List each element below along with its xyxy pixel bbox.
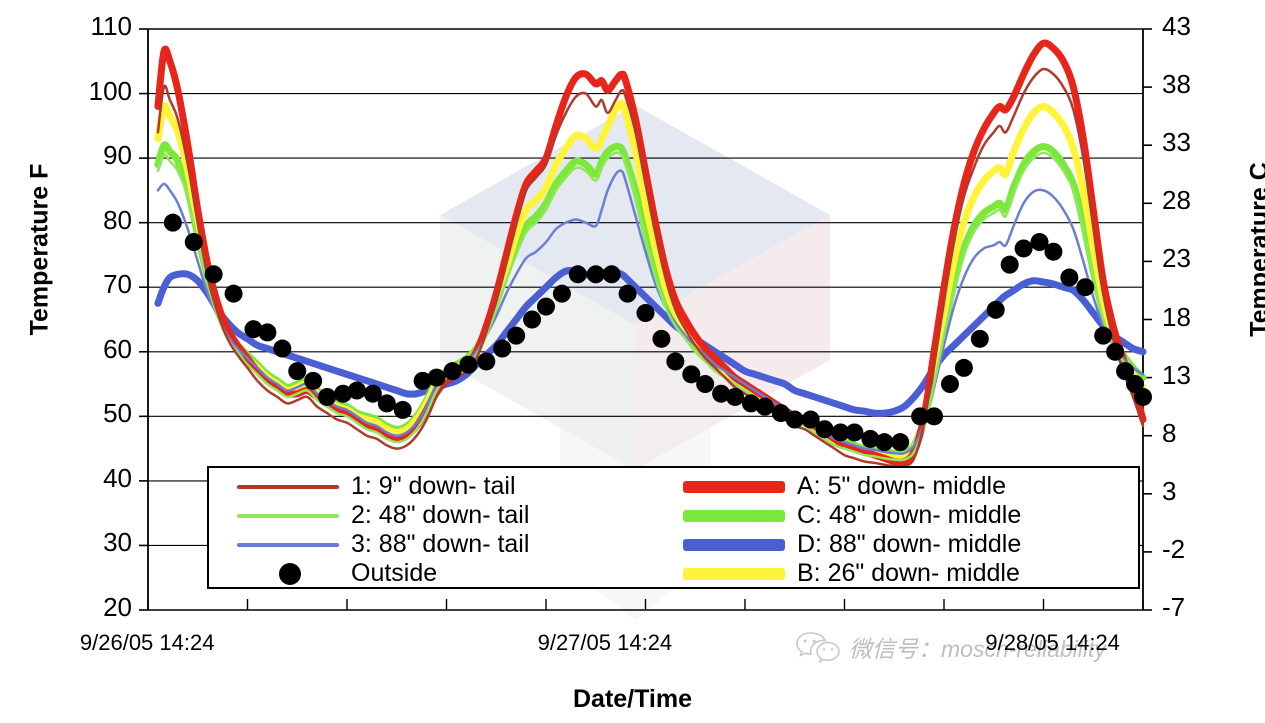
y-tick-right-38: 38 [1162, 69, 1191, 100]
y-tick-left-20: 20 [103, 592, 132, 622]
series-a_5_middle [154, 39, 1147, 466]
legend-line-swatch [233, 530, 343, 559]
legend-line-swatch [679, 559, 789, 588]
y-tick-right-43: 43 [1162, 11, 1191, 41]
legend-label: 1: 9" down- tail [351, 472, 516, 500]
series-s2_48_tail [156, 151, 1145, 462]
legend-label: A: 5" down- middle [797, 472, 1006, 500]
y-tick-left-50: 50 [103, 398, 132, 429]
legend-label: 3: 88" down- tail [351, 530, 530, 558]
legend-label: D: 88" down- middle [797, 530, 1022, 558]
legend-item: Outside [233, 559, 529, 588]
legend-item: A: 5" down- middle [679, 472, 1021, 501]
y-tick-left-110: 110 [90, 11, 132, 41]
legend-column-right: A: 5" down- middle C: 48" down- middle D: … [679, 472, 1021, 588]
legend-item: B: 26" down- middle [679, 559, 1021, 588]
legend-label: Outside [351, 559, 438, 587]
y-tick-right--2: -2 [1162, 533, 1186, 564]
series-outside [163, 213, 1152, 452]
legend-column-left: 1: 9" down- tail 2: 48" down- tail 3: 88" … [233, 472, 529, 588]
legend-item: 3: 88" down- tail [233, 530, 529, 559]
series-s1_9_tail [156, 67, 1145, 468]
legend-line-swatch [679, 501, 789, 530]
y-tick-right-33: 33 [1162, 127, 1191, 158]
series-s3_88_tail [156, 169, 1145, 456]
y-tick-right-23: 23 [1162, 243, 1191, 274]
legend-label: B: 26" down- middle [797, 559, 1020, 587]
series-d_88_middle [154, 266, 1147, 417]
legend-item: C: 48" down- middle [679, 501, 1021, 530]
legend-line-swatch [679, 530, 789, 559]
y-tick-right--7: -7 [1162, 592, 1186, 622]
legend-item: D: 88" down- middle [679, 530, 1021, 559]
legend-line-swatch [233, 501, 343, 530]
series-b_26_middle [154, 99, 1147, 461]
legend-line-swatch [679, 472, 789, 501]
legend-label: C: 48" down- middle [797, 501, 1022, 529]
y-tick-left-80: 80 [103, 204, 132, 235]
y-tick-left-30: 30 [103, 527, 132, 558]
y-tick-left-40: 40 [103, 462, 132, 493]
x-tick-label-2: 9/28/05 14:24 [985, 630, 1120, 655]
chart-legend: 1: 9" down- tail 2: 48" down- tail 3: 88" … [207, 466, 1140, 589]
legend-label: 2: 48" down- tail [351, 501, 530, 529]
legend-marker-icon [233, 559, 343, 588]
x-tick-label-0: 9/26/05 14:24 [79, 630, 215, 655]
y-axis-label-left: Temperature F [25, 163, 54, 336]
y-tick-left-60: 60 [103, 333, 132, 364]
y-tick-left-90: 90 [103, 140, 132, 171]
y-tick-right-8: 8 [1162, 417, 1177, 448]
y-tick-left-70: 70 [103, 269, 132, 300]
legend-item: 1: 9" down- tail [233, 472, 529, 501]
watermark-text: 微信号：mosch-reliability [849, 636, 1106, 662]
y-tick-left-100: 100 [88, 75, 132, 106]
y-tick-right-3: 3 [1162, 475, 1177, 506]
legend-item: 2: 48" down- tail [233, 501, 529, 530]
y-tick-right-13: 13 [1162, 359, 1191, 390]
x-tick-label-1: 9/27/05 14:24 [537, 630, 673, 655]
wechat-watermark: 微信号：mosch-reliability [795, 630, 1106, 664]
y-tick-right-18: 18 [1162, 301, 1191, 332]
x-axis-label: Date/Time [572, 685, 693, 713]
y-tick-right-28: 28 [1162, 185, 1191, 216]
legend-line-swatch [233, 472, 343, 501]
wechat-icon [796, 632, 840, 664]
